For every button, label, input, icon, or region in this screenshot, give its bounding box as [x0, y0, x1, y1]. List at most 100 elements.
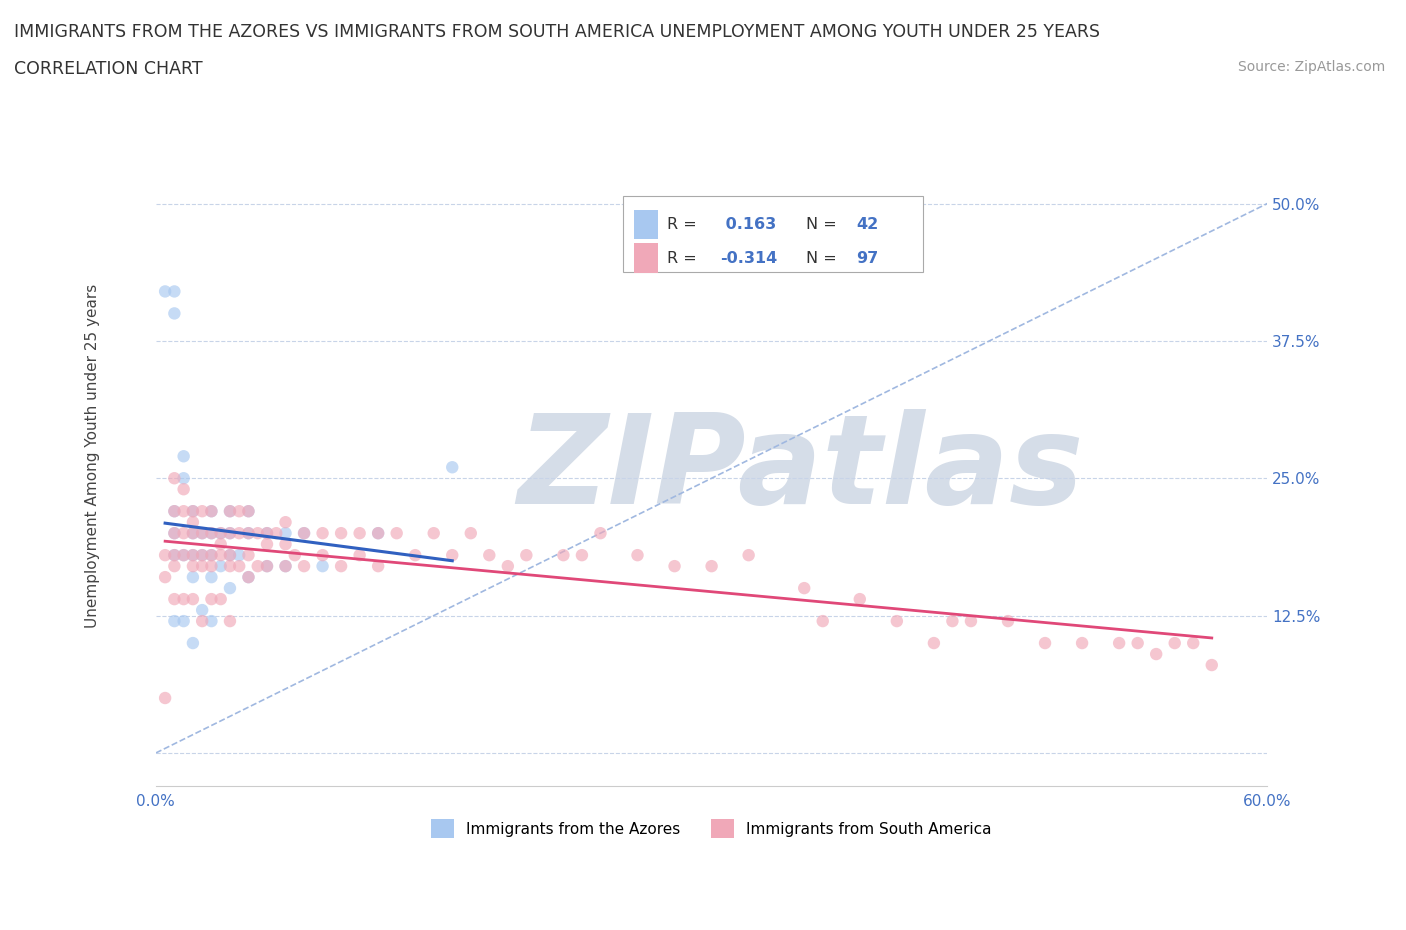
Text: 42: 42 — [856, 217, 879, 232]
Point — [404, 548, 426, 563]
Point — [367, 525, 389, 540]
Point — [173, 471, 195, 485]
Point — [191, 614, 214, 629]
Point — [274, 559, 297, 574]
Text: Source: ZipAtlas.com: Source: ZipAtlas.com — [1237, 60, 1385, 74]
Point — [811, 614, 834, 629]
Point — [1126, 635, 1149, 650]
Point — [163, 471, 186, 485]
Point — [441, 548, 464, 563]
Point — [311, 548, 333, 563]
Point — [238, 548, 260, 563]
Point — [256, 525, 278, 540]
Point — [793, 580, 815, 595]
Text: ZIPatlas: ZIPatlas — [517, 409, 1084, 530]
Point — [1201, 658, 1223, 672]
Point — [849, 591, 872, 606]
Text: 97: 97 — [856, 250, 879, 265]
Point — [163, 548, 186, 563]
Point — [238, 570, 260, 585]
Point — [173, 482, 195, 497]
Point — [163, 504, 186, 519]
Point — [163, 559, 186, 574]
Text: 0.163: 0.163 — [720, 217, 776, 232]
Point — [191, 603, 214, 618]
Text: N =: N = — [806, 217, 842, 232]
Point — [181, 559, 204, 574]
Point — [256, 559, 278, 574]
Point — [441, 459, 464, 474]
Point — [330, 525, 353, 540]
Point — [181, 635, 204, 650]
Point — [181, 548, 204, 563]
Text: IMMIGRANTS FROM THE AZORES VS IMMIGRANTS FROM SOUTH AMERICA UNEMPLOYMENT AMONG Y: IMMIGRANTS FROM THE AZORES VS IMMIGRANTS… — [14, 23, 1099, 41]
Point — [256, 559, 278, 574]
Point — [228, 548, 250, 563]
Point — [1144, 646, 1167, 661]
Point — [246, 559, 269, 574]
Point — [163, 284, 186, 299]
Text: R =: R = — [666, 250, 702, 265]
Point — [173, 614, 195, 629]
Point — [941, 614, 963, 629]
Text: CORRELATION CHART: CORRELATION CHART — [14, 60, 202, 78]
Point — [200, 548, 222, 563]
Point — [219, 580, 242, 595]
Point — [191, 548, 214, 563]
Point — [292, 525, 315, 540]
Point — [209, 548, 232, 563]
Point — [200, 559, 222, 574]
Point — [367, 559, 389, 574]
Point — [238, 504, 260, 519]
Point — [478, 548, 501, 563]
Text: N =: N = — [806, 250, 842, 265]
Legend: Immigrants from the Azores, Immigrants from South America: Immigrants from the Azores, Immigrants f… — [425, 814, 998, 844]
Point — [284, 548, 307, 563]
Point — [1033, 635, 1056, 650]
Point — [219, 504, 242, 519]
Point — [349, 548, 371, 563]
Point — [886, 614, 908, 629]
Point — [191, 504, 214, 519]
Point — [173, 591, 195, 606]
Point — [209, 525, 232, 540]
Point — [200, 614, 222, 629]
Text: R =: R = — [666, 217, 702, 232]
Point — [238, 525, 260, 540]
Point — [200, 504, 222, 519]
Point — [700, 559, 723, 574]
Point — [330, 559, 353, 574]
Point — [200, 548, 222, 563]
Point — [264, 525, 287, 540]
Point — [274, 525, 297, 540]
Point — [219, 525, 242, 540]
FancyBboxPatch shape — [623, 196, 922, 272]
Point — [228, 559, 250, 574]
Point — [173, 548, 195, 563]
Point — [181, 515, 204, 530]
Point — [460, 525, 482, 540]
Point — [200, 591, 222, 606]
Point — [163, 525, 186, 540]
Point — [515, 548, 537, 563]
Point — [238, 525, 260, 540]
Point — [153, 284, 176, 299]
Point — [1108, 635, 1130, 650]
Point — [553, 548, 575, 563]
Point — [153, 548, 176, 563]
Point — [292, 559, 315, 574]
Point — [274, 515, 297, 530]
Point — [191, 548, 214, 563]
Point — [274, 537, 297, 551]
Point — [219, 525, 242, 540]
Point — [960, 614, 983, 629]
Point — [153, 570, 176, 585]
Point — [256, 525, 278, 540]
Point — [181, 525, 204, 540]
Point — [349, 525, 371, 540]
Point — [589, 525, 612, 540]
Point — [173, 449, 195, 464]
Point — [922, 635, 945, 650]
Point — [238, 570, 260, 585]
Point — [422, 525, 444, 540]
